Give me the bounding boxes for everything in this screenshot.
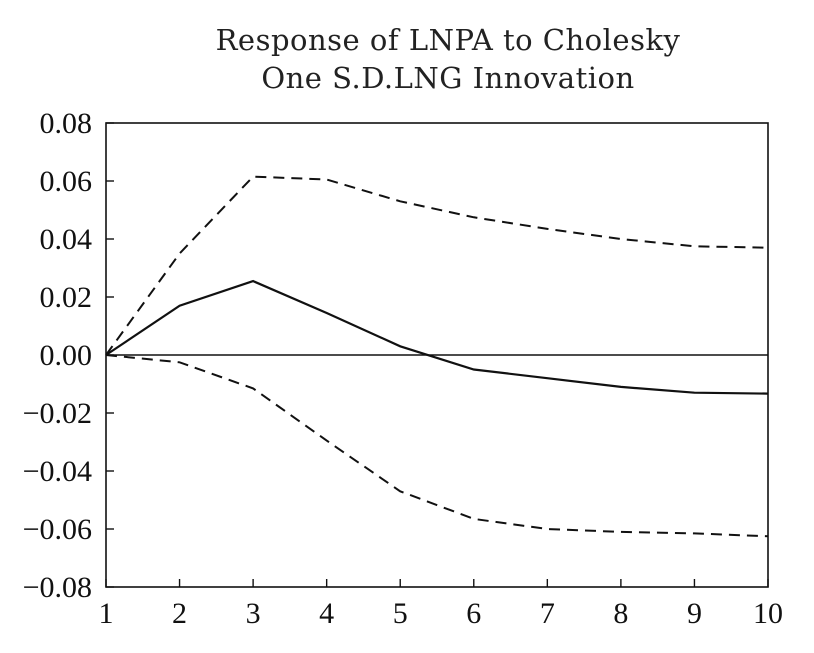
y-tick-label: 0.06	[40, 165, 93, 198]
y-tick-label: 0.00	[40, 339, 93, 372]
x-tick-label: 3	[246, 597, 261, 630]
y-tick-label: −0.06	[23, 513, 92, 546]
x-tick-label: 5	[393, 597, 408, 630]
plot-frame	[105, 122, 769, 588]
x-tick-label: 2	[172, 597, 187, 630]
x-tick-label: 4	[319, 597, 334, 630]
x-tick-label: 8	[613, 597, 628, 630]
y-tick-label: −0.02	[23, 397, 92, 430]
upper-band-line	[105, 175, 769, 356]
y-tick-label: 0.04	[40, 223, 93, 256]
response-line	[105, 279, 769, 395]
y-tick-label: −0.08	[23, 571, 92, 604]
x-tick-label: 7	[540, 597, 555, 630]
x-tick-label: 6	[466, 597, 481, 630]
chart-title-line-1: Response of LNPA to Cholesky	[216, 23, 681, 57]
y-tick-label: 0.08	[40, 107, 93, 140]
chart-title-line-2: One S.D.LNG Innovation	[261, 61, 634, 95]
x-tick-label: 9	[687, 597, 702, 630]
x-tick-label: 1	[99, 597, 114, 630]
lower-band-line	[105, 354, 769, 538]
y-tick-label: −0.04	[23, 455, 92, 488]
x-tick-label: 10	[753, 597, 783, 630]
y-tick-label: 0.02	[40, 281, 93, 314]
